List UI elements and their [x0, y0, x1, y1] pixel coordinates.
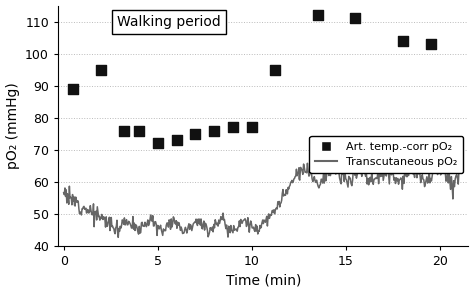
Point — [191, 131, 199, 136]
Legend: Art. temp.-corr pO₂, Transcutaneous pO₂: Art. temp.-corr pO₂, Transcutaneous pO₂ — [310, 136, 463, 173]
Point — [248, 125, 256, 130]
Point — [154, 141, 162, 146]
Point — [210, 128, 218, 133]
Point — [173, 138, 181, 142]
Point — [352, 16, 359, 21]
Point — [229, 125, 237, 130]
Point — [399, 38, 406, 43]
Point — [98, 67, 105, 72]
Point — [427, 42, 435, 46]
X-axis label: Time (min): Time (min) — [226, 273, 301, 287]
Point — [120, 128, 128, 133]
Point — [135, 128, 143, 133]
Point — [271, 67, 278, 72]
Point — [69, 86, 77, 91]
Y-axis label: pO₂ (mmHg): pO₂ (mmHg) — [6, 82, 19, 169]
Text: Walking period: Walking period — [117, 15, 221, 29]
Point — [314, 13, 322, 18]
